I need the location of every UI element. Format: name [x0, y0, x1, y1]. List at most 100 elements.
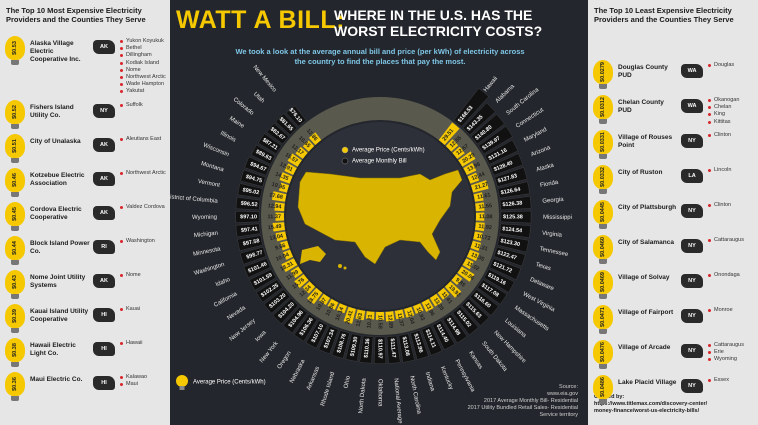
provider-name: Fishers Island Utility Co. — [30, 104, 74, 119]
legend-bulb-base — [179, 386, 185, 390]
bill-bar — [331, 330, 350, 359]
bill-bar — [240, 169, 266, 187]
state-label: West Virginia — [522, 291, 556, 313]
state-icon: WA — [681, 64, 703, 78]
county: Lincoln — [708, 167, 758, 174]
county: Chelan — [708, 104, 758, 111]
bulb: $0.51 — [5, 134, 25, 163]
county: King — [708, 111, 758, 118]
county-list: Clinton — [708, 202, 758, 209]
bill-label: $98.77 — [246, 250, 264, 261]
credit-line: https://www.titlemax.com/discovery-cente… — [594, 401, 708, 407]
county: Clinton — [708, 202, 758, 209]
source: Source: www.eia.gov 2017 Average Monthly B… — [468, 384, 578, 419]
bill-bar — [359, 335, 374, 364]
price-bar — [343, 306, 356, 324]
state-label: California — [213, 291, 239, 309]
provider-name: Village of Rouses Point — [618, 134, 673, 149]
bill-bar — [469, 289, 499, 316]
state-icon: AK — [93, 206, 115, 220]
state-label: Wyoming — [192, 215, 217, 221]
bill-label: $123.30 — [500, 238, 521, 248]
county-list: Kalawao Maui — [120, 374, 170, 388]
state-label: Florida — [540, 180, 560, 189]
bill-bar — [461, 298, 490, 326]
price-bar — [462, 258, 474, 270]
county: Onondaga — [708, 272, 758, 279]
state-label: Georgia — [542, 197, 564, 205]
bulb: $0.43 — [5, 270, 25, 299]
state-label: Nevada — [226, 305, 247, 322]
bill-bar — [263, 289, 291, 314]
bill-bar — [235, 223, 261, 238]
legend-swatch — [341, 157, 349, 165]
bill-label: $94.75 — [245, 174, 263, 185]
provider-price: $0.0445 — [600, 202, 606, 222]
state-label: Alabama — [495, 83, 517, 104]
price-label: 11.37 — [396, 313, 405, 327]
county-list: Lincoln — [708, 167, 758, 174]
state-icon: HI — [93, 376, 115, 390]
provider-name: Village of Fairport — [618, 309, 674, 316]
bill-bar — [386, 335, 401, 364]
county: Maui — [120, 381, 170, 388]
bill-bar — [462, 102, 496, 136]
hawaii-map — [343, 266, 347, 270]
provider-name: Cordova Electric Cooperative — [30, 206, 82, 221]
bill-label: $96.52 — [240, 201, 257, 209]
price-bar — [275, 212, 285, 221]
bill-bar — [398, 333, 415, 363]
price-bar — [302, 281, 316, 294]
bill-bar — [470, 114, 505, 145]
price-bar — [271, 191, 287, 202]
provider-name: Douglas County PUD — [618, 64, 668, 79]
county-list: Okanogan Chelan King Kittitas — [708, 97, 758, 126]
provider-name: Village of Arcade — [618, 344, 671, 351]
county-list: Yukon Koyukuk Bethel Dillingham Kodiak Isla… — [120, 38, 170, 96]
bill-label: $126.64 — [500, 187, 522, 197]
bill-bar — [249, 269, 277, 291]
provider-price: $0.0469 — [600, 272, 606, 292]
bill-label: $109.30 — [350, 336, 360, 357]
provider-name: Hawaii Electric Light Co. — [30, 342, 76, 357]
county-list: Nome — [120, 272, 170, 279]
price-label: 9.66 — [274, 243, 286, 252]
county-list: Essex — [708, 377, 758, 384]
bill-bar — [484, 139, 519, 165]
bill-bar — [477, 279, 508, 305]
state-icon: NY — [681, 274, 703, 288]
bill-label: $97.41 — [241, 226, 258, 234]
county-list: Washington — [120, 238, 170, 245]
state-label: Illinois — [219, 131, 237, 144]
price-bar — [470, 180, 489, 193]
state-label: Louisiana — [503, 318, 527, 339]
provider-name: Lake Placid Village — [618, 379, 677, 386]
price-bar — [412, 303, 424, 314]
state-label: Wisconsin — [202, 142, 230, 158]
state-label: Iowa — [254, 329, 268, 343]
county: Valdez Cordova — [120, 204, 170, 211]
price-bar — [466, 249, 480, 261]
price-bar — [404, 306, 415, 318]
provider-price: $0.0332 — [600, 167, 606, 187]
county-list: Kauai — [120, 306, 170, 313]
price-bar — [302, 140, 315, 152]
state-label: Hawaii — [483, 76, 499, 94]
price-label: 18.31 — [280, 261, 295, 273]
state-label: Maine — [228, 116, 246, 130]
price-bar — [280, 240, 290, 251]
county: Hawaii — [120, 340, 170, 347]
state-label: Alaska — [536, 162, 556, 173]
price-bar — [473, 231, 483, 241]
state-label: Washington — [194, 262, 226, 277]
bill-bar — [255, 279, 283, 303]
state-label: Arkansas — [306, 366, 321, 391]
provider-name: Block Island Power Co. — [30, 240, 90, 255]
provider-price: $0.45 — [12, 207, 18, 221]
provider-name: Chelan County PUD — [618, 99, 664, 114]
county: Kittitas — [708, 119, 758, 126]
price-bar — [295, 146, 308, 159]
provider-price: $0.39 — [12, 309, 18, 323]
price-bar — [318, 293, 331, 305]
